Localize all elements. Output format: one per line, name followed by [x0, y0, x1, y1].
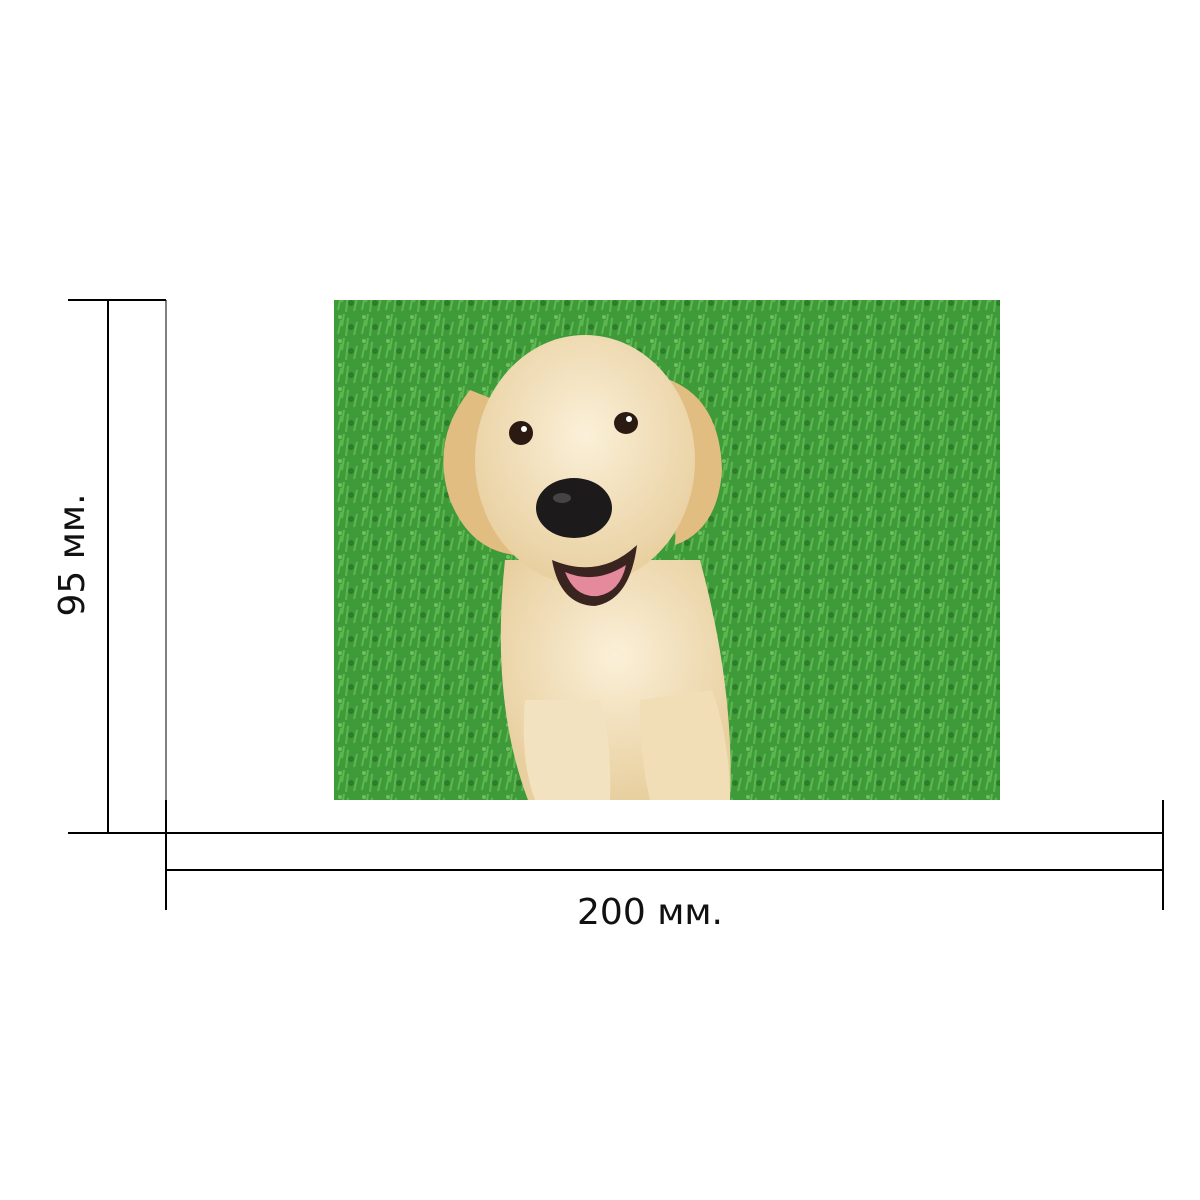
photo	[334, 300, 1000, 800]
height-dimension	[68, 299, 167, 834]
width-dimension	[165, 800, 1164, 910]
height-label: 95 мм.	[52, 493, 93, 616]
width-label: 200 мм.	[577, 892, 723, 933]
